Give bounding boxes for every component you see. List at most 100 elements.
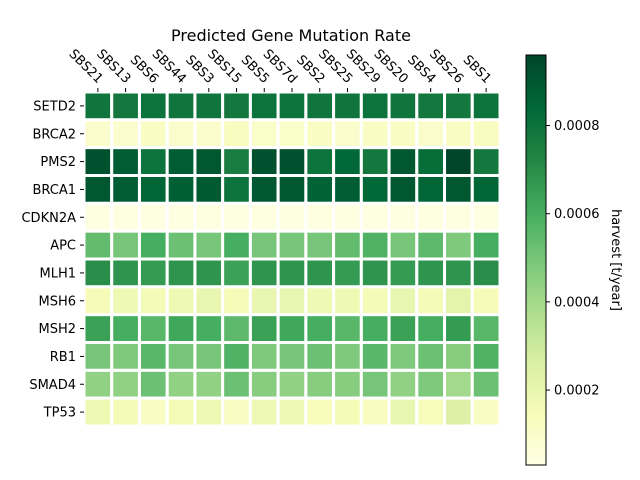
- heatmap-cell-msh6-sbs29: [359, 285, 391, 317]
- heatmap-cell-msh6-sbs4: [415, 285, 447, 317]
- heatmap-cell-brca2-sbs26: [443, 118, 474, 150]
- heatmap-cell-tp53-sbs15: [221, 396, 252, 428]
- heatmap-cell-msh2-sbs1: [470, 313, 502, 344]
- heatmap-cell-msh6-sbs6: [137, 285, 169, 317]
- colorbar-tick-label: 0.0008: [554, 119, 600, 134]
- heatmap-cell-msh6-sbs15: [221, 285, 252, 317]
- heatmap-cell-setd2-sbs2: [304, 90, 336, 122]
- heatmap-cell-brca2-sbs2: [304, 118, 336, 150]
- heatmap-cell-apc-sbs21: [82, 229, 114, 261]
- heatmap-cell-brca2-sbs21: [82, 118, 114, 150]
- heatmap-cell-cdkn2a-sbs44: [165, 201, 197, 233]
- heatmap-cell-apc-sbs15: [221, 229, 252, 261]
- heatmap-cell-msh6-sbs3: [193, 285, 225, 317]
- heatmap-cell-setd2-sbs7d: [276, 90, 308, 122]
- heatmap-cell-tp53-sbs29: [359, 396, 391, 428]
- y-tick-label: BRCA2: [32, 127, 76, 142]
- colorbar: 0.0002 0.0004 0.0006 0.0008 harvest [t/year…: [525, 54, 623, 466]
- heatmap-cell-smad4-sbs21: [82, 368, 114, 400]
- heatmap-cell-setd2-sbs1: [470, 90, 502, 122]
- heatmap-cells: [82, 90, 502, 428]
- heatmap-cell-brca2-sbs25: [332, 118, 363, 150]
- heatmap-cell-cdkn2a-sbs4: [415, 201, 447, 233]
- heatmap-cell-pms2-sbs1: [470, 146, 502, 178]
- heatmap-cell-tp53-sbs6: [137, 396, 169, 428]
- heatmap-cell-setd2-sbs6: [137, 90, 169, 122]
- heatmap-cell-tp53-sbs21: [82, 396, 114, 428]
- heatmap-cell-msh2-sbs5: [248, 313, 280, 344]
- heatmap-cell-tp53-sbs25: [332, 396, 363, 428]
- heatmap-cell-pms2-sbs4: [415, 146, 447, 178]
- heatmap-cell-msh2-sbs15: [221, 313, 252, 344]
- heatmap-cell-brca1-sbs4: [415, 174, 447, 205]
- heatmap-cell-mlh1-sbs2: [304, 257, 336, 289]
- heatmap-cell-setd2-sbs15: [221, 90, 252, 122]
- heatmap-cell-msh2-sbs6: [137, 313, 169, 344]
- heatmap-cell-smad4-sbs5: [248, 368, 280, 400]
- heatmap-cell-msh2-sbs44: [165, 313, 197, 344]
- colorbar-tick-label: 0.0006: [554, 207, 600, 222]
- heatmap-cell-apc-sbs4: [415, 229, 447, 261]
- heatmap-cell-mlh1-sbs15: [221, 257, 252, 289]
- heatmap-cell-brca1-sbs7d: [276, 174, 308, 205]
- heatmap-cell-cdkn2a-sbs3: [193, 201, 225, 233]
- heatmap-cell-smad4-sbs7d: [276, 368, 308, 400]
- heatmap-cell-apc-sbs26: [443, 229, 474, 261]
- heatmap-cell-brca1-sbs44: [165, 174, 197, 205]
- heatmap-cell-apc-sbs6: [137, 229, 169, 261]
- heatmap-cell-brca2-sbs7d: [276, 118, 308, 150]
- heatmap-cell-rb1-sbs1: [470, 341, 502, 372]
- heatmap-cell-brca2-sbs1: [470, 118, 502, 150]
- heatmap-cell-apc-sbs20: [387, 229, 419, 261]
- heatmap-cell-msh6-sbs20: [387, 285, 419, 317]
- heatmap-cell-cdkn2a-sbs13: [110, 201, 141, 233]
- heatmap-cell-smad4-sbs15: [221, 368, 252, 400]
- heatmap-cell-brca2-sbs5: [248, 118, 280, 150]
- y-tick-label: BRCA1: [32, 183, 76, 198]
- heatmap-cell-mlh1-sbs25: [332, 257, 363, 289]
- heatmap-cell-cdkn2a-sbs29: [359, 201, 391, 233]
- heatmap-cell-mlh1-sbs4: [415, 257, 447, 289]
- heatmap-cell-brca2-sbs20: [387, 118, 419, 150]
- heatmap-cell-setd2-sbs4: [415, 90, 447, 122]
- y-tick-label: MLH1: [39, 266, 76, 281]
- heatmap-cell-rb1-sbs2: [304, 341, 336, 372]
- column-labels: SBS21SBS13SBS6SBS44SBS3SBS15SBS5SBS7dSBS…: [66, 47, 494, 92]
- heatmap-cell-smad4-sbs1: [470, 368, 502, 400]
- heatmap-cell-msh2-sbs26: [443, 313, 474, 344]
- heatmap-cell-tp53-sbs3: [193, 396, 225, 428]
- heatmap-cell-smad4-sbs6: [137, 368, 169, 400]
- heatmap-cell-pms2-sbs2: [304, 146, 336, 178]
- heatmap-cell-mlh1-sbs20: [387, 257, 419, 289]
- heatmap-cell-mlh1-sbs1: [470, 257, 502, 289]
- heatmap-cell-msh6-sbs13: [110, 285, 141, 317]
- heatmap-cell-msh6-sbs21: [82, 285, 114, 317]
- heatmap-cell-msh6-sbs2: [304, 285, 336, 317]
- heatmap-cell-rb1-sbs26: [443, 341, 474, 372]
- heatmap-cell-brca1-sbs6: [137, 174, 169, 205]
- heatmap-cell-apc-sbs5: [248, 229, 280, 261]
- y-tick-label: TP53: [43, 406, 76, 421]
- heatmap-cell-mlh1-sbs21: [82, 257, 114, 289]
- heatmap-cell-brca1-sbs29: [359, 174, 391, 205]
- row-labels: SETD2 BRCA2 PMS2 BRCA1 CDKN2A APC MLH1 MSH6 MSH2…: [21, 99, 84, 421]
- heatmap-cell-rb1-sbs3: [193, 341, 225, 372]
- heatmap-cell-rb1-sbs29: [359, 341, 391, 372]
- y-tick-label: SETD2: [33, 99, 76, 114]
- heatmap-cell-setd2-sbs13: [110, 90, 141, 122]
- heatmap-cell-mlh1-sbs6: [137, 257, 169, 289]
- heatmap-cell-brca2-sbs13: [110, 118, 141, 150]
- heatmap-cell-smad4-sbs2: [304, 368, 336, 400]
- heatmap-cell-apc-sbs25: [332, 229, 363, 261]
- heatmap-cell-tp53-sbs20: [387, 396, 419, 428]
- y-tick-label: MSH6: [38, 294, 76, 309]
- heatmap-cell-brca1-sbs13: [110, 174, 141, 205]
- heatmap-cell-cdkn2a-sbs21: [82, 201, 114, 233]
- colorbar-ticks: 0.0002 0.0004 0.0006 0.0008: [546, 119, 600, 399]
- heatmap-cell-pms2-sbs44: [165, 146, 197, 178]
- heatmap-cell-setd2-sbs44: [165, 90, 197, 122]
- heatmap-cell-mlh1-sbs44: [165, 257, 197, 289]
- x-tick-label: SBS1: [460, 53, 494, 87]
- heatmap-cell-tp53-sbs7d: [276, 396, 308, 428]
- heatmap-cell-apc-sbs44: [165, 229, 197, 261]
